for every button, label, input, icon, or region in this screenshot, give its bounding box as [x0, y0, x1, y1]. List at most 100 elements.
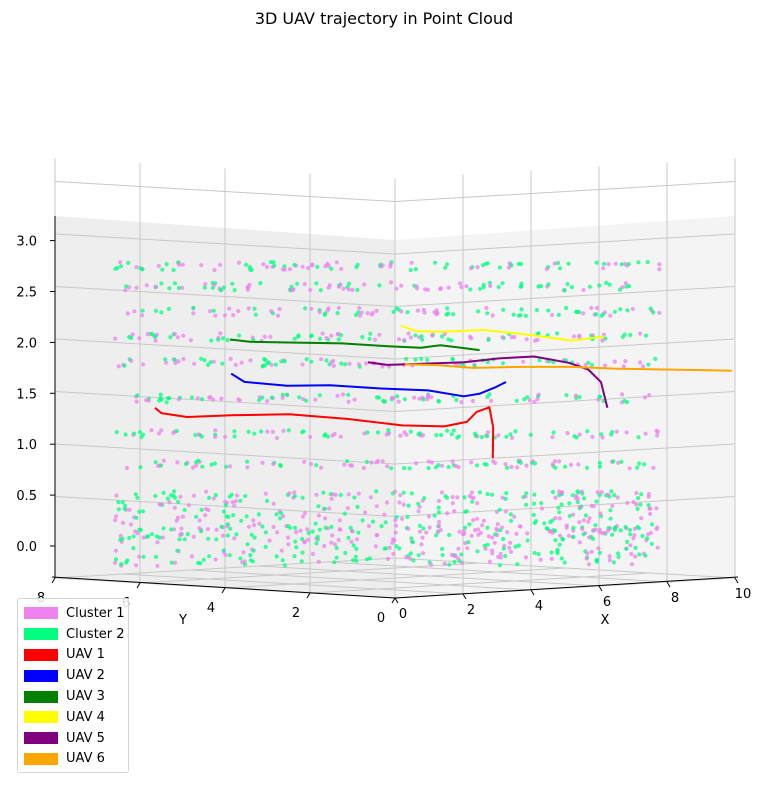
cloud-point [597, 394, 602, 399]
cloud-point [183, 461, 189, 467]
cloud-point [412, 395, 417, 400]
cloud-point [120, 500, 125, 505]
cloud-point [341, 392, 346, 397]
cloud-point [315, 534, 320, 539]
cloud-point [140, 267, 145, 272]
cloud-point [547, 529, 552, 534]
cloud-point [449, 552, 455, 558]
cloud-point [202, 285, 207, 290]
cloud-point [551, 430, 556, 435]
cloud-point [316, 504, 321, 509]
cloud-point [150, 332, 155, 337]
cloud-point [590, 434, 595, 439]
cloud-point [124, 284, 129, 289]
cloud-point [402, 337, 407, 343]
cloud-point [611, 560, 617, 565]
cloud-point [300, 550, 305, 555]
cloud-point [212, 461, 217, 466]
cloud-point [484, 305, 489, 311]
cloud-point [372, 337, 378, 342]
cloud-point [279, 548, 284, 553]
cloud-point [556, 505, 561, 510]
cloud-point [411, 558, 416, 563]
chart-title: 3D UAV trajectory in Point Cloud [255, 9, 513, 28]
cloud-point [213, 428, 218, 433]
cloud-point [452, 509, 457, 514]
cloud-point [304, 357, 309, 362]
cloud-point [536, 331, 541, 336]
cloud-point [203, 513, 208, 518]
cloud-point [633, 545, 638, 551]
cloud-point [308, 434, 313, 439]
cloud-point [336, 305, 341, 310]
cloud-point [203, 282, 208, 287]
cloud-point [260, 460, 265, 465]
cloud-point [594, 260, 599, 265]
x-tick [394, 597, 399, 604]
cloud-point [228, 356, 233, 361]
y-axis-label: Y [178, 613, 187, 628]
cloud-point [343, 362, 348, 367]
cloud-point [388, 261, 393, 266]
cloud-point [479, 435, 484, 440]
cloud-point [601, 266, 606, 271]
cloud-point [575, 309, 580, 314]
cloud-point [488, 283, 493, 289]
cloud-point [280, 267, 285, 272]
cloud-point [317, 527, 322, 532]
cloud-point [637, 461, 642, 466]
cloud-point [256, 512, 261, 517]
cloud-point [213, 557, 218, 562]
cloud-point [293, 525, 298, 531]
cloud-point [251, 518, 256, 523]
cloud-point [356, 362, 361, 367]
cloud-point [309, 306, 314, 311]
cloud-point [657, 310, 662, 315]
legend-label: UAV 6 [66, 751, 105, 767]
cloud-point [580, 526, 585, 532]
cloud-point [611, 459, 616, 464]
cloud-point [506, 265, 511, 270]
cloud-point [474, 463, 480, 468]
cloud-point [257, 398, 262, 403]
cloud-point [272, 263, 277, 268]
cloud-point [408, 429, 413, 434]
cloud-point [395, 394, 400, 399]
cloud-point [191, 534, 196, 539]
cloud-point [329, 333, 334, 338]
cloud-point [528, 432, 533, 437]
cloud-point [485, 434, 490, 439]
cloud-point [172, 505, 177, 510]
cloud-point [200, 464, 205, 469]
cloud-point [339, 361, 344, 366]
cloud-point [275, 530, 280, 535]
cloud-point [518, 284, 523, 289]
cloud-point [356, 491, 361, 496]
cloud-point [419, 356, 424, 361]
cloud-point [361, 465, 366, 471]
cloud-point [285, 535, 291, 540]
cloud-point [270, 429, 275, 434]
cloud-point [178, 494, 183, 499]
cloud-point [565, 282, 570, 287]
cloud-point [555, 260, 561, 266]
cloud-point [485, 360, 490, 365]
cloud-point [505, 530, 510, 535]
cloud-point [579, 489, 584, 494]
cloud-point [440, 463, 445, 468]
cloud-point [274, 435, 280, 441]
cloud-point [425, 357, 430, 362]
cloud-point [385, 556, 391, 562]
cloud-point [157, 535, 162, 540]
cloud-point [399, 309, 404, 314]
cloud-point [546, 308, 551, 313]
cloud-point [274, 512, 279, 517]
cloud-point [576, 462, 581, 467]
cloud-point [560, 536, 565, 542]
cloud-point [269, 395, 274, 400]
cloud-point [514, 398, 519, 403]
cloud-point [337, 518, 342, 523]
cloud-point [440, 552, 445, 558]
cloud-point [476, 527, 481, 532]
cloud-point [384, 432, 389, 437]
